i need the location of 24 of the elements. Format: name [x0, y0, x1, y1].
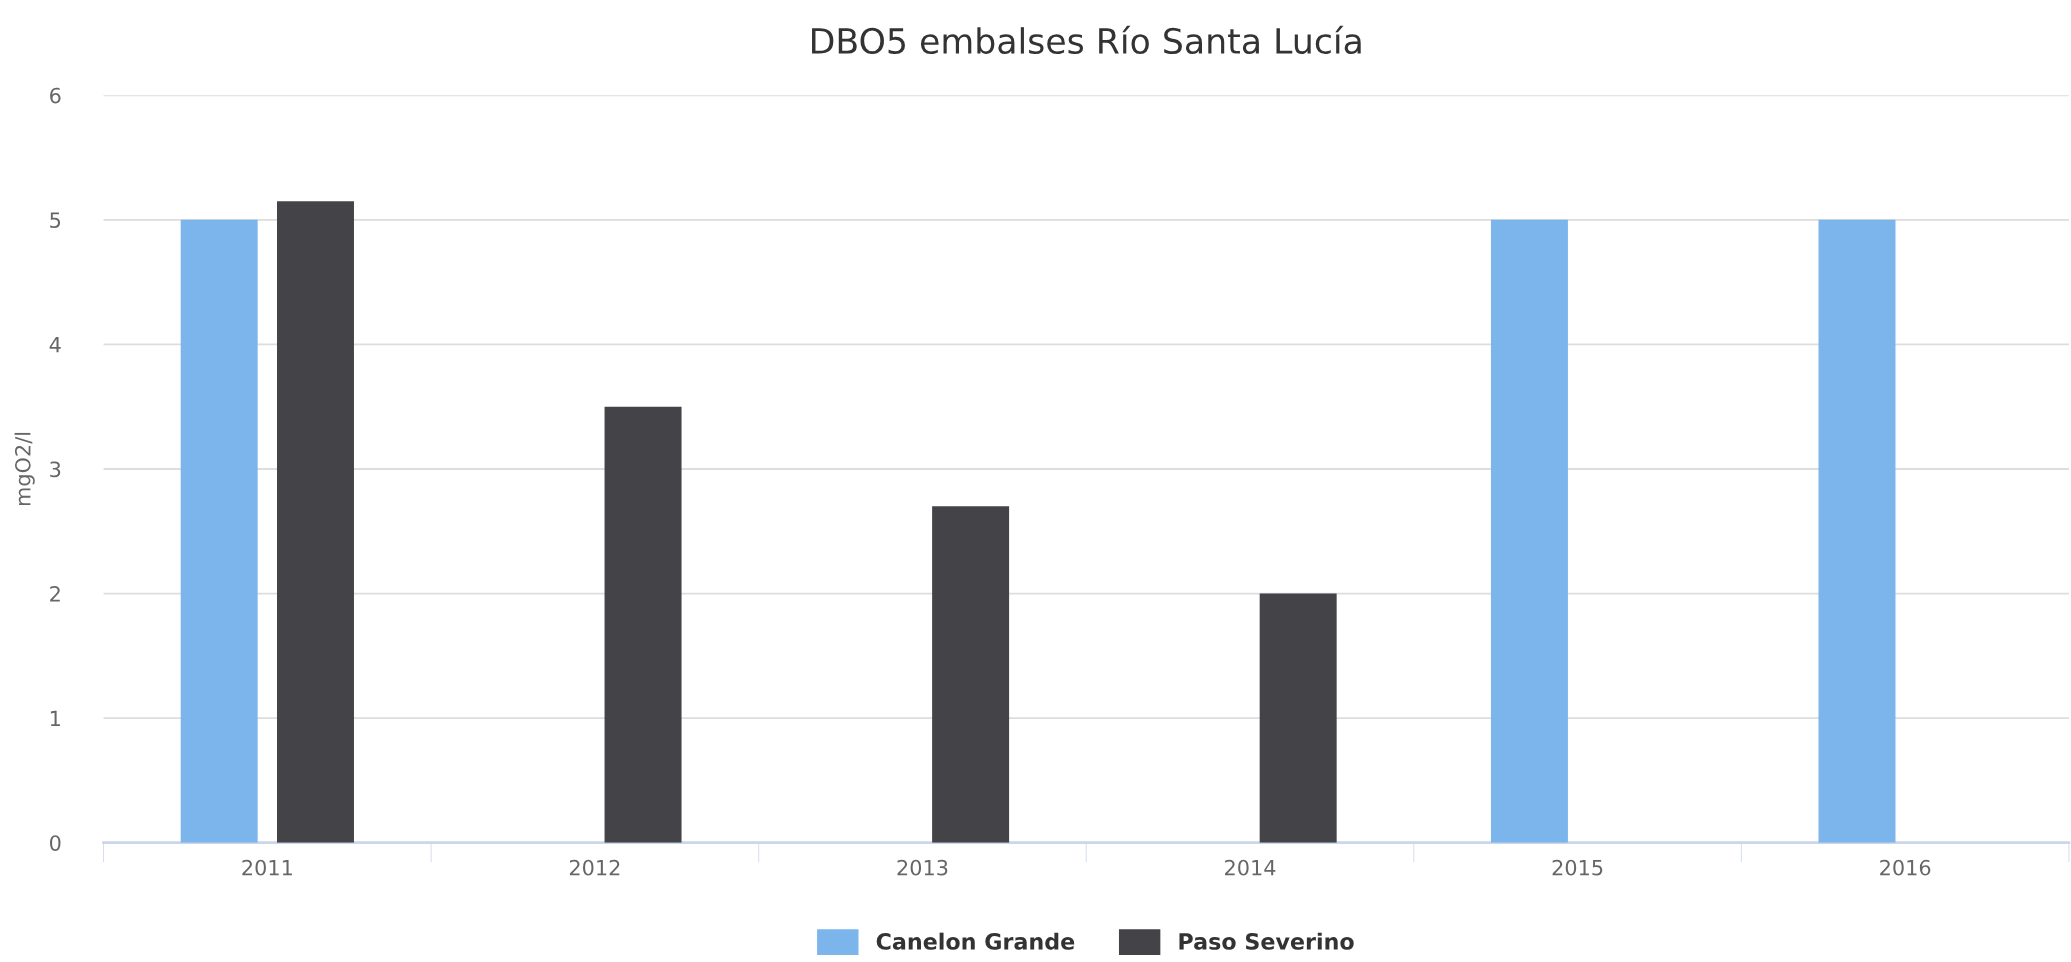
x-tick-label: 2013	[897, 859, 948, 876]
y-tick-label: 0	[50, 835, 61, 851]
bar	[276, 201, 354, 843]
bar	[1490, 219, 1568, 843]
legend-label: Paso Severino	[1179, 932, 1354, 950]
bar	[1818, 219, 1896, 843]
bar	[604, 406, 682, 843]
y-tick-label: 5	[50, 212, 61, 229]
x-tick-label: 2014	[1225, 859, 1276, 876]
y-tick-label: 3	[50, 461, 61, 478]
x-tick-label: 2015	[1552, 859, 1603, 876]
bar	[1259, 593, 1337, 843]
chart-title: DBO5 embalses Río Santa Lucía	[812, 25, 1361, 55]
y-tick-label: 4	[49, 337, 61, 353]
y-tick-label: 1	[50, 710, 60, 727]
legend-label: Canelon Grande	[876, 932, 1075, 950]
y-axis-title: mgO2/l	[14, 432, 35, 506]
x-tick-label: 2012	[569, 859, 620, 876]
y-tick-label: 2	[50, 586, 60, 602]
bar	[932, 506, 1010, 843]
bar	[180, 219, 258, 843]
x-tick-label: 2016	[1880, 859, 1931, 876]
x-tick-label: 2011	[242, 859, 292, 876]
y-tick-label: 6	[50, 87, 61, 104]
